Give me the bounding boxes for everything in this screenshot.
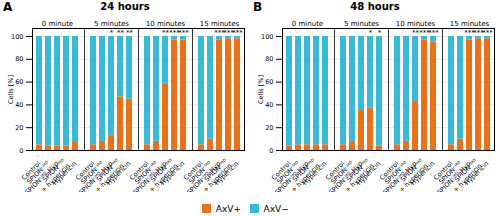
- svg-text:Control: Control: [128, 159, 151, 182]
- svg-text:5 minutes: 5 minutes: [94, 20, 129, 28]
- svg-text:60: 60: [15, 78, 23, 86]
- svg-text:80: 80: [15, 55, 23, 63]
- svg-text:**: **: [126, 29, 134, 37]
- svg-text:0: 0: [269, 147, 273, 155]
- svg-text:10 minutes: 10 minutes: [146, 20, 186, 28]
- html-text:48 hours: 48 hours: [350, 1, 400, 12]
- svg-text:Hypericin: Hypericin: [463, 160, 490, 187]
- svg-text:10 minutes: 10 minutes: [396, 20, 436, 28]
- svg-text:***: ***: [232, 29, 243, 37]
- svg-text:0 minute: 0 minute: [292, 20, 323, 28]
- svg-text:*: *: [378, 29, 382, 37]
- svg-text:80: 80: [265, 55, 273, 63]
- svg-text:60: 60: [265, 78, 273, 86]
- svg-text:*: *: [369, 29, 373, 37]
- svg-text:100: 100: [11, 33, 23, 41]
- svg-text:20: 20: [15, 124, 23, 132]
- svg-text:Hypericin: Hypericin: [409, 160, 436, 187]
- svg-text:20: 20: [265, 124, 273, 132]
- svg-text:*: *: [110, 29, 114, 37]
- svg-text:0 minute: 0 minute: [42, 20, 73, 28]
- svg-text:Control: Control: [74, 159, 97, 182]
- svg-text:Control: Control: [20, 159, 43, 182]
- svg-text:Cells [%]: Cells [%]: [257, 75, 265, 104]
- html-text:A: A: [3, 0, 13, 14]
- html-text:AxV−: AxV−: [263, 203, 289, 214]
- svg-text:Cells [%]: Cells [%]: [7, 75, 15, 104]
- svg-text:Control: Control: [432, 159, 455, 182]
- svg-text:Hypericin: Hypericin: [51, 160, 78, 187]
- svg-text:15 minutes: 15 minutes: [450, 20, 490, 28]
- svg-text:***: ***: [482, 29, 493, 37]
- html-text:24 hours: 24 hours: [100, 1, 150, 12]
- svg-text:100: 100: [261, 33, 273, 41]
- html-text:AxV+: AxV+: [215, 203, 241, 214]
- svg-text:15 minutes: 15 minutes: [200, 20, 240, 28]
- svg-text:**: **: [117, 29, 125, 37]
- svg-text:Hypericin: Hypericin: [301, 160, 328, 187]
- svg-text:Hypericin: Hypericin: [355, 160, 382, 187]
- svg-text:***: ***: [178, 29, 189, 37]
- svg-text:Hypericin: Hypericin: [213, 160, 240, 187]
- svg-text:Control: Control: [378, 159, 401, 182]
- svg-text:Hypericin: Hypericin: [159, 160, 186, 187]
- svg-text:Control: Control: [324, 159, 347, 182]
- svg-text:40: 40: [15, 101, 23, 109]
- svg-text:40: 40: [265, 101, 273, 109]
- svg-text:Hypericin: Hypericin: [105, 160, 132, 187]
- svg-text:Control: Control: [270, 159, 293, 182]
- svg-text:0: 0: [19, 147, 23, 155]
- svg-text:5 minutes: 5 minutes: [344, 20, 379, 28]
- svg-text:Control: Control: [182, 159, 205, 182]
- html-text:B: B: [253, 0, 263, 14]
- svg-text:***: ***: [428, 29, 439, 37]
